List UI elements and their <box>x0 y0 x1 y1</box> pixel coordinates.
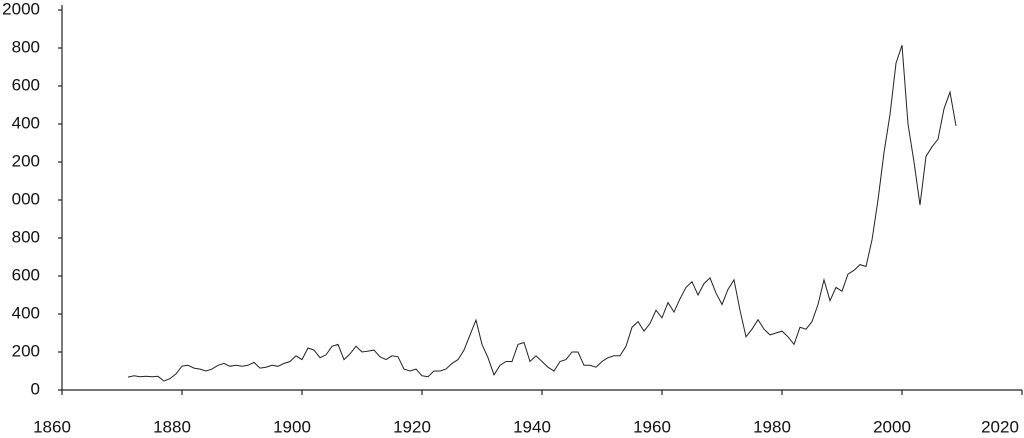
x-tick-label: 1980 <box>753 417 791 436</box>
y-tick-label: 2000 <box>2 0 40 18</box>
x-tick-label: 1880 <box>153 417 191 436</box>
x-tick-label: 1860 <box>33 417 71 436</box>
y-tick-label: 200 <box>12 341 40 360</box>
y-tick-label: 600 <box>12 75 40 94</box>
x-tick-label: 2020 <box>981 417 1019 436</box>
y-tick-label: 200 <box>12 151 40 170</box>
y-tick-label: 600 <box>12 265 40 284</box>
x-tick-label: 2000 <box>873 417 911 436</box>
y-tick-label: 0 <box>31 379 40 398</box>
y-tick-label: 400 <box>12 303 40 322</box>
x-tick-label: 1900 <box>273 417 311 436</box>
x-tick-label: 1960 <box>633 417 671 436</box>
y-tick-label: 800 <box>12 227 40 246</box>
x-tick-label: 1940 <box>513 417 551 436</box>
y-tick-label: 800 <box>12 37 40 56</box>
y-tick-label: 400 <box>12 113 40 132</box>
y-tick-label: 000 <box>12 189 40 208</box>
data-line <box>127 45 957 382</box>
x-tick-label: 1920 <box>393 417 431 436</box>
